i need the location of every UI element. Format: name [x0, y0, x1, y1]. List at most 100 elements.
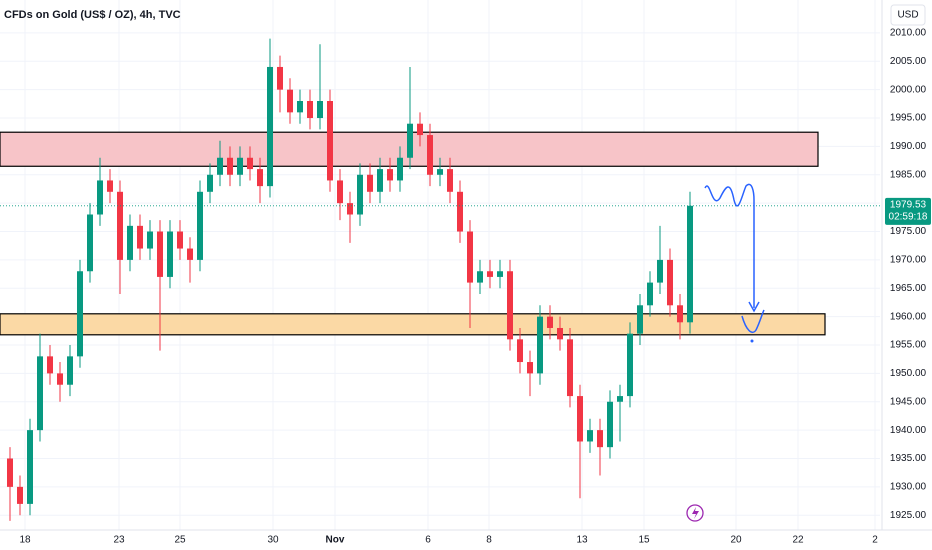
- candle-body: [617, 396, 623, 402]
- candle-body: [667, 259, 673, 306]
- x-tick-label: 8: [486, 535, 492, 546]
- countdown-label: 02:59:18: [889, 211, 928, 222]
- candle-body: [607, 401, 613, 448]
- x-tick-label: 18: [19, 535, 31, 546]
- candle-body: [497, 271, 503, 277]
- y-tick-label: 1975.00: [890, 226, 927, 237]
- candle-body: [257, 169, 263, 187]
- candle-body: [657, 259, 663, 283]
- x-tick-label: 25: [174, 535, 186, 546]
- candle-body: [577, 396, 583, 442]
- candle-body: [427, 135, 433, 175]
- y-tick-label: 1955.00: [890, 340, 927, 351]
- candle-body: [547, 316, 553, 328]
- candle-body: [417, 123, 423, 136]
- candle-body: [87, 214, 93, 272]
- candle-body: [457, 191, 463, 232]
- projection-dot: [750, 339, 754, 343]
- candle-body: [167, 231, 173, 277]
- x-tick-label: 13: [576, 535, 588, 546]
- candle-body: [77, 271, 83, 357]
- candle-body: [447, 169, 453, 192]
- candle-body: [247, 157, 253, 170]
- candle-body: [597, 430, 603, 448]
- candle-body: [357, 174, 363, 215]
- y-tick-label: 1965.00: [890, 283, 927, 294]
- projection-path: [704, 183, 755, 308]
- candle-body: [187, 248, 193, 260]
- candle-body: [287, 89, 293, 113]
- y-tick-label: 2000.00: [890, 84, 927, 95]
- candle-body: [127, 225, 133, 260]
- y-tick-label: 1925.00: [890, 510, 927, 521]
- y-tick-label: 1950.00: [890, 368, 927, 379]
- candle-body: [117, 191, 123, 260]
- candles: [0, 38, 882, 521]
- candle-body: [57, 373, 63, 385]
- candle-body: [517, 339, 523, 363]
- candle-body: [267, 66, 273, 187]
- candle-body: [307, 101, 313, 119]
- y-tick-label: 2005.00: [890, 56, 927, 67]
- y-tick-label: 2010.00: [890, 28, 927, 39]
- y-tick-label: 1940.00: [890, 425, 927, 436]
- candle-body: [197, 191, 203, 260]
- candle-body: [397, 157, 403, 181]
- candle-body: [677, 305, 683, 323]
- axes: 1925.00 1930.00 1935.00 1940.00 1945.00 1950.…: [19, 28, 931, 546]
- event-icon[interactable]: [686, 504, 704, 522]
- candle-body: [487, 271, 493, 277]
- candle-body: [467, 231, 473, 283]
- x-tick-label: 15: [638, 535, 650, 546]
- y-tick-label: 1935.00: [890, 453, 927, 464]
- projection-arrow: [748, 301, 760, 313]
- projection-dip: [741, 309, 765, 334]
- candle-body: [437, 169, 443, 175]
- candle-body: [237, 157, 243, 175]
- candle-body: [637, 305, 643, 334]
- y-tick-label: 1970.00: [890, 255, 927, 266]
- candle-body: [47, 356, 53, 374]
- candle-body: [647, 282, 653, 306]
- x-tick-label: 30: [267, 535, 279, 546]
- candle-body: [527, 362, 533, 374]
- y-tick-label: 1990.00: [890, 141, 927, 152]
- candle-body: [97, 180, 103, 215]
- candle-body: [337, 180, 343, 204]
- candle-body: [327, 101, 333, 181]
- candle-body: [67, 356, 73, 385]
- candle-body: [27, 430, 33, 504]
- currency-button[interactable]: [890, 4, 926, 26]
- candle-body: [177, 231, 183, 249]
- candle-body: [157, 231, 163, 277]
- candle-body: [17, 486, 23, 504]
- candle-body: [347, 203, 353, 215]
- candle-body: [537, 316, 543, 374]
- y-tick-label: 1945.00: [890, 396, 927, 407]
- candle-body: [147, 231, 153, 249]
- candle-body: [217, 157, 223, 175]
- x-tick-label: 22: [792, 535, 804, 546]
- y-tick-label: 1960.00: [890, 311, 927, 322]
- candle-body: [227, 157, 233, 175]
- candle-body: [587, 430, 593, 442]
- y-tick-label: 1995.00: [890, 113, 927, 124]
- x-tick-label: 6: [425, 535, 431, 546]
- candle-body: [137, 225, 143, 249]
- candle-body: [557, 327, 563, 340]
- y-tick-label: 1930.00: [890, 482, 927, 493]
- candle-body: [627, 333, 633, 397]
- currency-label[interactable]: USD: [897, 10, 918, 21]
- candle-body: [277, 66, 283, 90]
- x-tick-label: 20: [730, 535, 742, 546]
- candle-body: [107, 180, 113, 192]
- candle-body: [367, 174, 373, 192]
- candle-body: [7, 458, 13, 487]
- candle-body: [387, 169, 393, 181]
- candle-body: [297, 101, 303, 113]
- event-bolt: [692, 507, 699, 519]
- x-tick-label: 23: [113, 535, 125, 546]
- candle-body: [507, 271, 513, 340]
